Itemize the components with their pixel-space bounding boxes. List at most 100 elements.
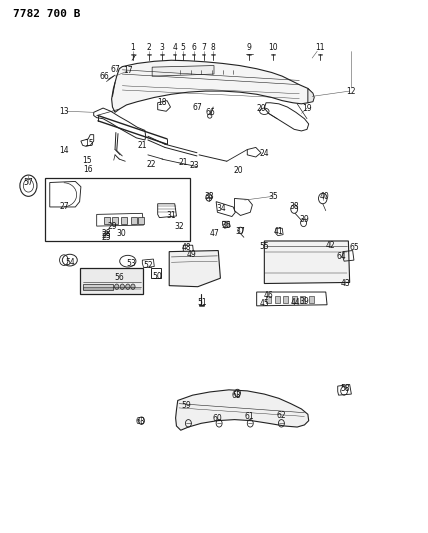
- Text: 28: 28: [102, 229, 111, 238]
- Text: 25: 25: [102, 233, 111, 242]
- Text: 22: 22: [146, 160, 156, 169]
- Text: 46: 46: [264, 291, 273, 300]
- Text: 60: 60: [213, 414, 222, 423]
- Text: 9: 9: [247, 43, 251, 52]
- Bar: [300, 296, 305, 303]
- Text: 67: 67: [193, 102, 203, 111]
- Text: 13: 13: [59, 107, 68, 116]
- Text: 11: 11: [315, 43, 324, 52]
- Text: 66: 66: [99, 71, 109, 80]
- Text: 39: 39: [300, 296, 309, 305]
- Text: 42: 42: [325, 241, 335, 250]
- Text: 16: 16: [83, 165, 93, 174]
- Text: 21: 21: [137, 141, 147, 150]
- Bar: [131, 216, 137, 224]
- Bar: [275, 296, 280, 303]
- Text: 19: 19: [302, 103, 312, 112]
- Text: 17: 17: [123, 67, 133, 75]
- Text: 58: 58: [341, 384, 350, 393]
- Text: 49: 49: [187, 251, 197, 260]
- Text: 39: 39: [300, 215, 309, 224]
- Text: 47: 47: [210, 229, 220, 238]
- Text: 63: 63: [231, 391, 241, 400]
- Text: 48: 48: [181, 244, 191, 253]
- Text: 33: 33: [204, 192, 214, 201]
- Text: 1: 1: [131, 43, 135, 52]
- Bar: [83, 284, 113, 290]
- Text: 66: 66: [206, 108, 215, 117]
- Polygon shape: [265, 241, 350, 284]
- Text: 6: 6: [191, 43, 196, 52]
- Text: 64: 64: [336, 253, 346, 261]
- Text: 65: 65: [349, 244, 359, 253]
- Text: 41: 41: [274, 228, 284, 237]
- Text: 67: 67: [110, 66, 120, 74]
- Circle shape: [131, 284, 135, 289]
- Polygon shape: [152, 66, 214, 76]
- Text: 12: 12: [346, 86, 355, 95]
- Text: 20: 20: [234, 166, 244, 175]
- Text: 20: 20: [256, 103, 266, 112]
- Text: 23: 23: [190, 161, 199, 170]
- Text: 56: 56: [114, 273, 124, 281]
- Text: 15: 15: [85, 139, 94, 148]
- Bar: [266, 296, 271, 303]
- Text: 43: 43: [341, 279, 350, 288]
- Text: 38: 38: [289, 203, 299, 212]
- Text: 25: 25: [102, 231, 111, 240]
- Text: 52: 52: [143, 261, 153, 270]
- Bar: [283, 296, 288, 303]
- Bar: [151, 268, 161, 278]
- Text: 35: 35: [268, 192, 278, 201]
- Text: 45: 45: [259, 299, 269, 308]
- Text: 18: 18: [157, 98, 166, 107]
- Text: 51: 51: [197, 298, 207, 307]
- Text: 14: 14: [59, 146, 68, 155]
- Bar: [121, 216, 127, 224]
- Text: 4: 4: [172, 43, 177, 52]
- Text: 63: 63: [136, 417, 146, 426]
- Bar: [104, 216, 110, 224]
- Text: 29: 29: [108, 222, 117, 231]
- Bar: [291, 296, 297, 303]
- Text: 30: 30: [116, 229, 126, 238]
- Circle shape: [115, 284, 119, 289]
- Text: 27: 27: [59, 203, 68, 212]
- Text: 7: 7: [201, 43, 206, 52]
- Bar: [138, 216, 144, 224]
- Text: 44: 44: [291, 298, 301, 307]
- Text: 37: 37: [235, 228, 245, 237]
- Text: 34: 34: [217, 204, 226, 213]
- Text: 36: 36: [221, 221, 231, 230]
- Polygon shape: [169, 251, 220, 287]
- Text: 53: 53: [126, 260, 136, 268]
- Text: 54: 54: [65, 258, 74, 266]
- Text: 31: 31: [166, 212, 176, 221]
- Text: 2: 2: [147, 43, 152, 52]
- Circle shape: [120, 284, 125, 289]
- Text: 61: 61: [244, 412, 254, 421]
- Bar: [45, 178, 190, 241]
- Bar: [309, 296, 314, 303]
- Text: 7782 700 B: 7782 700 B: [14, 9, 81, 19]
- Polygon shape: [112, 60, 313, 112]
- Text: 57: 57: [24, 178, 33, 187]
- Text: 55: 55: [259, 242, 269, 251]
- Polygon shape: [175, 390, 309, 430]
- Text: 62: 62: [276, 411, 286, 420]
- Text: 5: 5: [181, 43, 186, 52]
- Circle shape: [126, 284, 130, 289]
- Text: 21: 21: [178, 158, 188, 167]
- Text: 8: 8: [211, 43, 216, 52]
- Text: 24: 24: [259, 149, 269, 158]
- Text: 32: 32: [174, 222, 184, 231]
- Text: 59: 59: [181, 401, 191, 410]
- Text: 3: 3: [160, 43, 164, 52]
- Text: 40: 40: [319, 192, 329, 201]
- Bar: [113, 216, 119, 224]
- Polygon shape: [308, 88, 314, 103]
- Text: 10: 10: [268, 43, 278, 52]
- Bar: [80, 268, 143, 294]
- Text: 50: 50: [153, 272, 163, 280]
- Text: 15: 15: [82, 156, 92, 165]
